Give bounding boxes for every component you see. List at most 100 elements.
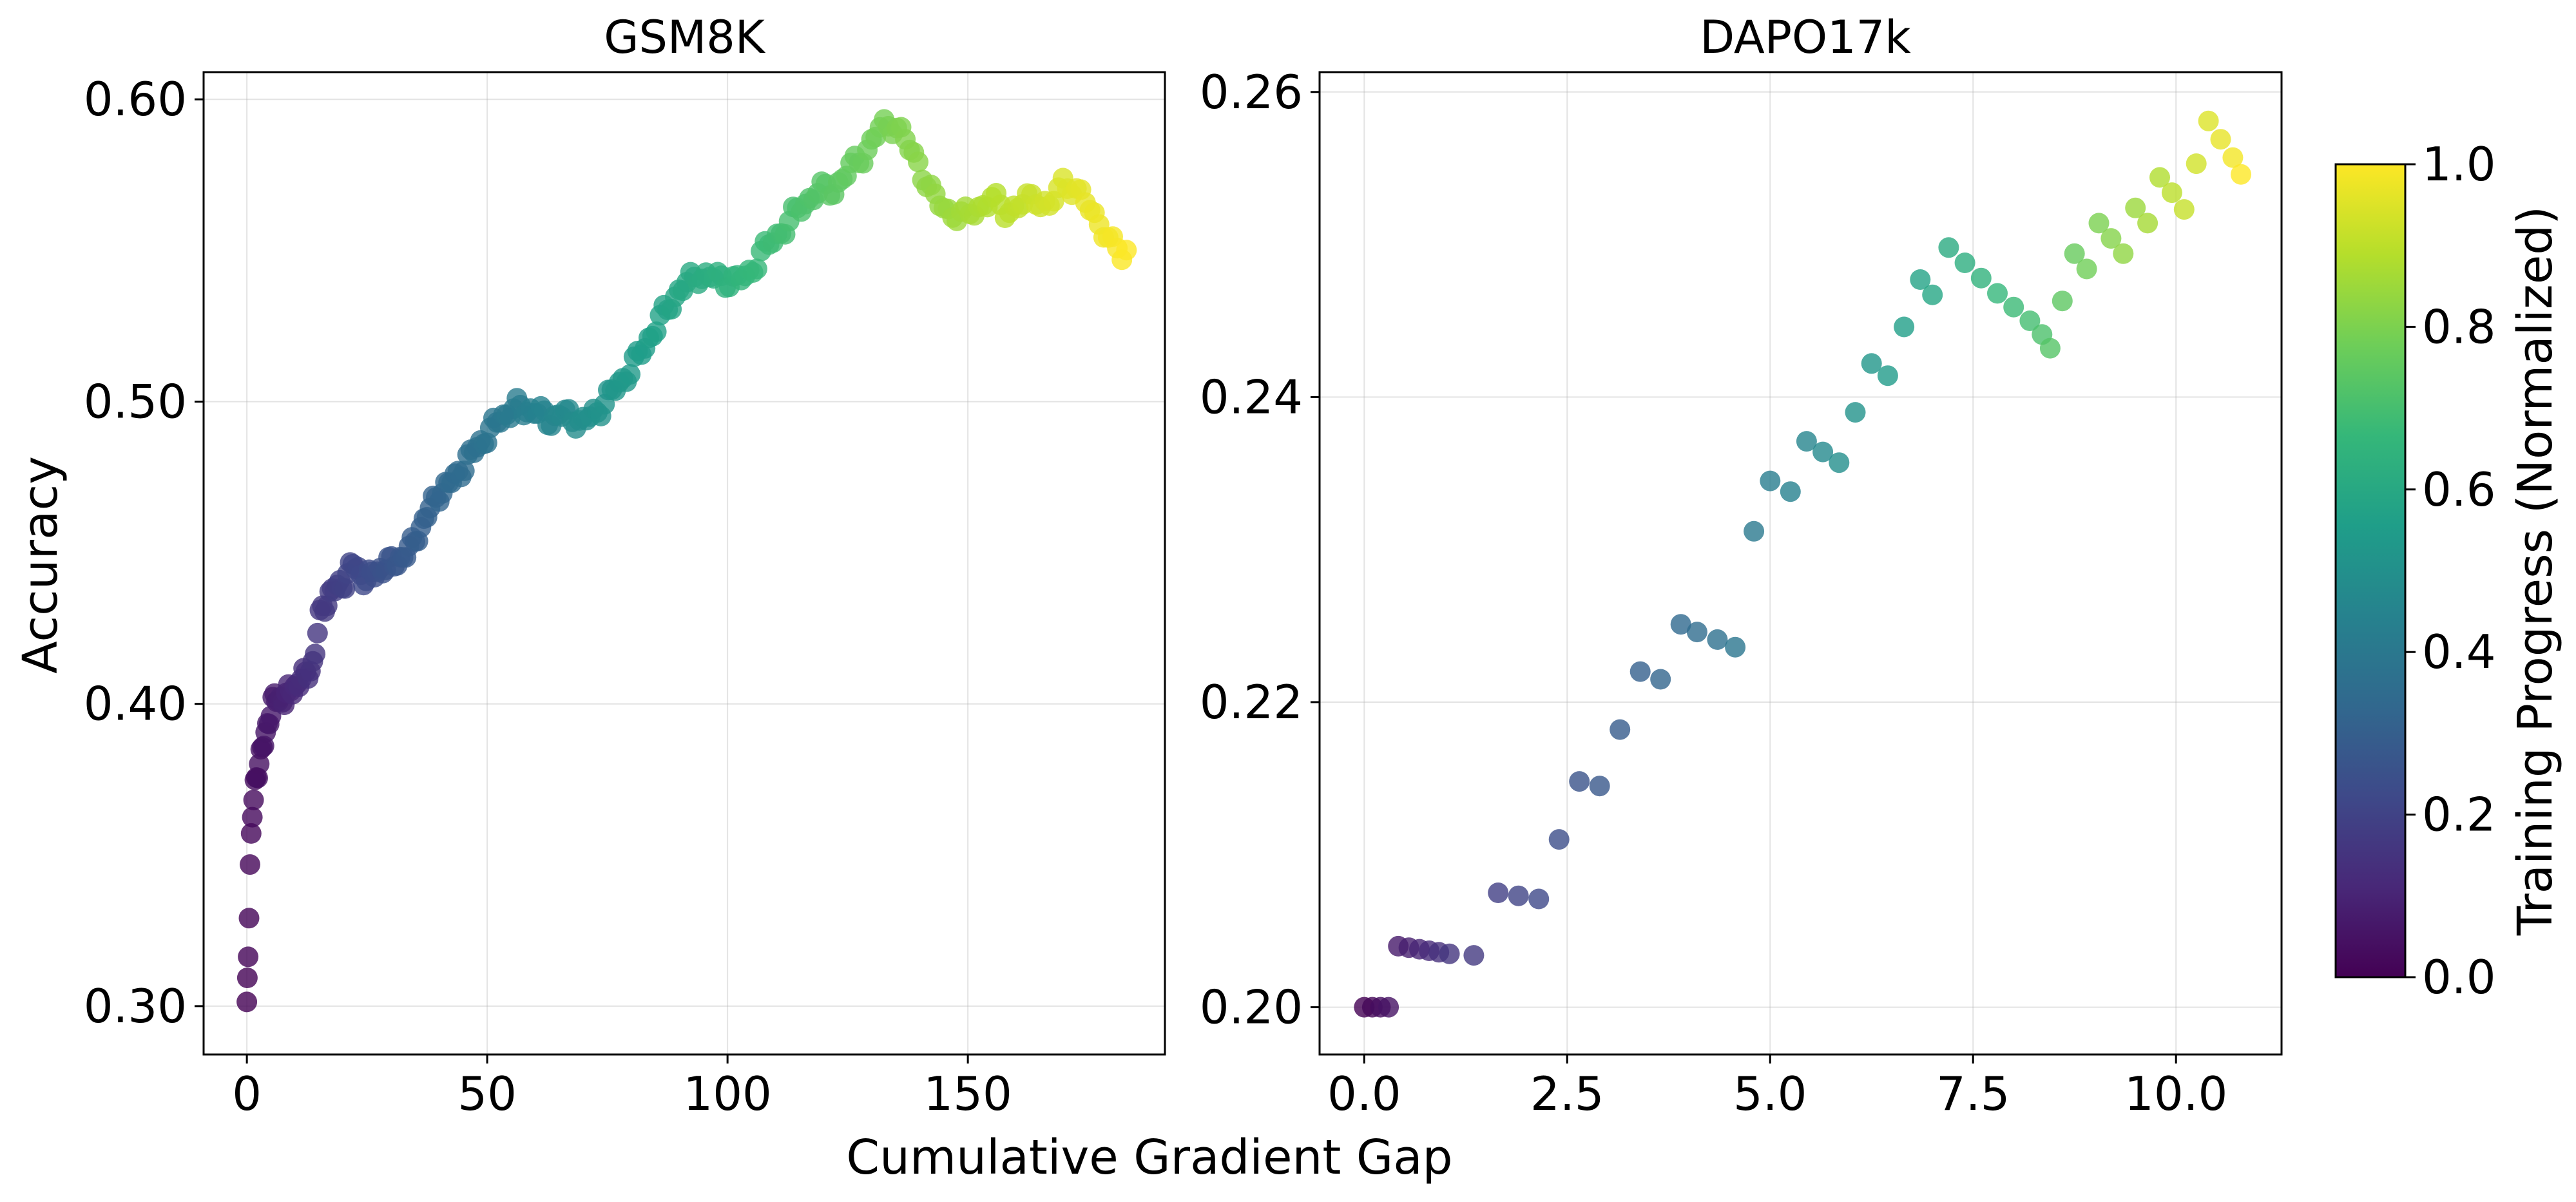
colorbar-label: Training Progress (Normalized) — [2508, 206, 2563, 936]
x-tick-label: 10.0 — [2124, 1067, 2227, 1121]
scatter-point — [2210, 129, 2231, 150]
scatter-point — [2064, 243, 2085, 264]
scatter-point — [1845, 402, 1866, 423]
scatter-point — [908, 151, 928, 173]
x-tick-label: 5.0 — [1733, 1067, 1807, 1121]
x-tick-label: 50 — [457, 1067, 517, 1121]
colorbar: 0.0 0.2 0.4 0.6 0.8 1.0 Training Progress (No… — [2334, 137, 2563, 1004]
y-tick-label: 0.26 — [1200, 65, 1303, 119]
scatter-point — [2173, 199, 2195, 220]
gsm8k-axes-frame — [202, 71, 1166, 1056]
scatter-point — [2019, 310, 2041, 331]
scatter-point — [1744, 520, 1765, 542]
y-tick-label: 0.50 — [84, 374, 187, 428]
scatter-point — [1610, 719, 1631, 740]
scatter-point — [2186, 153, 2207, 175]
scatter-point — [1508, 885, 1529, 906]
scatter-point — [1548, 829, 1570, 850]
scatter-point — [2076, 258, 2097, 280]
scatter-point — [2113, 243, 2134, 264]
scatter-point — [454, 461, 475, 481]
scatter-point — [1910, 269, 1931, 290]
colorbar-tick-label: 0.8 — [2422, 300, 2496, 354]
scatter-point — [1780, 481, 1801, 502]
scatter-point — [1760, 470, 1781, 491]
scatter-point — [1707, 629, 1728, 650]
scatter-point — [1569, 771, 1590, 792]
scatter-point — [2100, 228, 2122, 249]
gsm8k-grid — [204, 72, 1165, 1054]
scatter-point — [238, 908, 260, 929]
colorbar-tick-label: 0.4 — [2422, 625, 2496, 679]
dapo17k-points — [1354, 110, 2251, 1018]
gsm8k-x-ticks: 0 50 100 150 — [232, 1054, 1012, 1121]
y-tick-label: 0.40 — [84, 677, 187, 731]
scatter-point — [1439, 943, 1460, 964]
scatter-point — [1938, 237, 1959, 258]
scatter-point — [1829, 452, 1850, 473]
x-tick-label: 0 — [232, 1067, 262, 1121]
scatter-point — [2222, 147, 2244, 168]
y-tick-label: 0.24 — [1200, 370, 1303, 424]
scatter-point — [2039, 338, 2061, 359]
scatter-point — [1861, 353, 1882, 374]
colorbar-frame — [2334, 163, 2407, 978]
scatter-point — [1463, 945, 1485, 966]
scatter-point — [1987, 283, 2008, 304]
scatter-point — [305, 644, 326, 665]
scatter-point — [1894, 316, 1915, 338]
y-tick-label: 0.30 — [84, 979, 187, 1033]
scatter-point — [2161, 182, 2182, 204]
scatter-point — [2088, 213, 2110, 234]
dapo17k-axes-frame — [1318, 71, 2283, 1056]
colorbar-gradient — [2336, 164, 2405, 977]
scatter-point — [1686, 622, 1707, 643]
dapo17k-grid — [1320, 72, 2282, 1054]
dapo17k-y-ticks: 0.20 0.22 0.24 0.26 — [1200, 65, 1320, 1035]
dapo17k-x-ticks: 0.0 2.5 5.0 7.5 10.0 — [1327, 1054, 2227, 1121]
x-tick-label: 100 — [683, 1067, 771, 1121]
scatter-point — [2125, 197, 2146, 218]
scatter-point — [243, 789, 264, 810]
colorbar-tick-label: 1.0 — [2422, 137, 2496, 191]
scatter-point — [1922, 284, 1943, 305]
scatter-point — [2149, 167, 2170, 188]
scatter-point — [2231, 164, 2251, 185]
scatter-point — [236, 968, 258, 988]
dapo17k-title: DAPO17k — [1700, 11, 1911, 64]
scatter-point — [238, 946, 259, 968]
scatter-point — [2137, 213, 2158, 234]
scatter-point — [1725, 636, 1746, 658]
scatter-point — [1378, 997, 1399, 1018]
scatter-point — [1528, 888, 1550, 910]
x-tick-label: 7.5 — [1936, 1067, 2010, 1121]
scatter-point — [646, 321, 667, 342]
scatter-point — [240, 823, 262, 844]
scatter-point — [1812, 441, 1834, 463]
scatter-point — [620, 364, 641, 385]
scatter-point — [242, 806, 263, 828]
y-tick-label: 0.22 — [1200, 675, 1303, 729]
scatter-point — [2003, 296, 2024, 318]
x-tick-label: 2.5 — [1530, 1067, 1604, 1121]
scatter-point — [1670, 614, 1691, 635]
scatter-point — [2052, 291, 2073, 312]
scatter-point — [240, 854, 260, 875]
scatter-point — [236, 991, 258, 1013]
scatter-point — [1116, 240, 1137, 261]
colorbar-ticks: 0.0 0.2 0.4 0.6 0.8 1.0 — [2405, 137, 2496, 1004]
scatter-point — [1970, 267, 1992, 289]
scatter-point — [1589, 776, 1610, 797]
scatter-point — [1650, 669, 1671, 690]
gsm8k-y-ticks: 0.30 0.40 0.50 0.60 — [84, 72, 204, 1033]
dapo17k-panel: 0.0 2.5 5.0 7.5 10.0 0.20 0.22 0.24 0.26 DAPO17… — [1200, 11, 2283, 1121]
x-axis-label: Cumulative Gradient Gap — [846, 1130, 1452, 1185]
gsm8k-points — [236, 109, 1137, 1013]
y-tick-label: 0.20 — [1200, 980, 1303, 1035]
gsm8k-title: GSM8K — [604, 11, 766, 64]
gsm8k-panel: 0 50 100 150 0.30 0.40 0.50 0.60 GSM8K Accurac… — [13, 11, 1166, 1121]
scatter-point — [1488, 882, 1509, 903]
x-tick-label: 150 — [923, 1067, 1012, 1121]
scatter-point — [1877, 365, 1898, 386]
